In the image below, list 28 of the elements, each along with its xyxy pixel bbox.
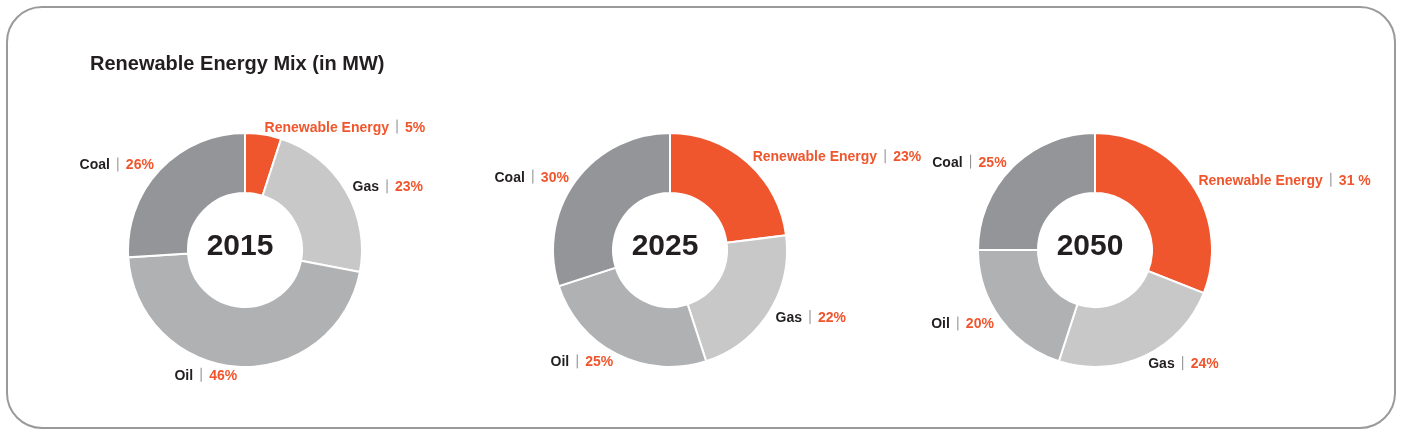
slice-label: Gas <box>1148 355 1175 372</box>
slice-label: Coal <box>932 153 963 170</box>
slice-label: Coal <box>79 156 110 173</box>
slice-label: Renewable Energy <box>1198 171 1324 188</box>
slice-label: Gas <box>775 308 803 325</box>
slice-label: Renewable Energy <box>752 148 878 165</box>
text: 2050 <box>1055 227 1125 263</box>
slice-label: Oil <box>931 315 950 332</box>
text: 2025 <box>630 227 700 263</box>
data-label: 22% <box>818 308 847 325</box>
data-label: 24% <box>1190 355 1220 372</box>
data-label: 46% <box>209 366 238 383</box>
slice-label: Oil <box>174 366 194 383</box>
data-label: 26% <box>125 156 155 173</box>
data-label: 30% <box>540 168 570 185</box>
text: Renewable Energy Mix (in MW) <box>90 52 385 75</box>
data-label: 25% <box>978 153 1008 170</box>
slice-label: Oil <box>550 353 570 370</box>
text: 2015 <box>205 227 275 263</box>
slice-label: Gas <box>352 178 380 195</box>
data-label: 25% <box>585 353 614 370</box>
data-label: 31 % <box>1338 171 1372 188</box>
data-label: 20% <box>965 315 995 332</box>
data-label: 5% <box>405 118 426 135</box>
data-label: 23% <box>893 148 922 165</box>
slice-label: Renewable Energy <box>264 118 390 135</box>
data-label: 23% <box>395 178 424 195</box>
slice-label: Coal <box>494 168 525 185</box>
